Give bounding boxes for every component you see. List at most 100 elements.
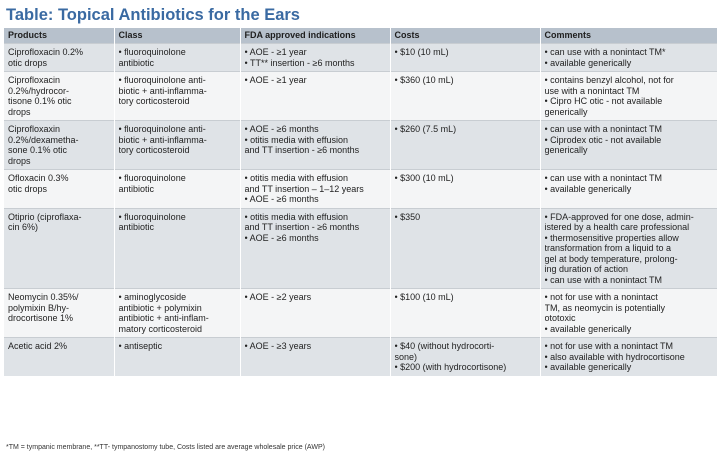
product-line: drocortisone 1%	[8, 313, 74, 323]
comments-cell: • can use with a nonintact TM • Ciprodex …	[539, 120, 717, 170]
class-line: • antiseptic	[118, 341, 163, 351]
comments-cell: • not for use with a nonintact TM • also …	[539, 337, 717, 376]
indications-cell: • otitis media with effusion and TT inser…	[239, 207, 390, 289]
costs-cell: • $350	[389, 207, 540, 289]
indications-line: • AOE - ≥1 year	[244, 75, 307, 85]
indications-line: • otitis media with effusion	[244, 173, 349, 183]
class-line: antibiotic	[118, 57, 155, 68]
class-line: matory corticosteroid	[118, 323, 203, 334]
indications-cell: • AOE - ≥1 year • TT** insertion - ≥6 mon…	[239, 43, 390, 72]
product-line: Acetic acid 2%	[8, 341, 68, 351]
class-line: antibiotic	[118, 222, 155, 232]
table-title: Table: Topical Antibiotics for the Ears	[6, 6, 300, 24]
product-line: polymixin B/hy-	[8, 302, 70, 313]
costs-line: • $300 (10 mL)	[394, 173, 454, 183]
product-cell: Ofloxacin 0.3% otic drops	[4, 169, 114, 208]
class-cell: • aminoglycoside antibiotic + polymixin an…	[113, 288, 240, 338]
comments-cell: • contains benzyl alcohol, not for use wi…	[539, 71, 717, 121]
comments-line: istered by a health care professional	[544, 222, 690, 232]
column-header-class: Class	[113, 28, 240, 44]
comments-cell: • can use with a nonintact TM • available…	[539, 169, 717, 208]
costs-line: • $350	[394, 211, 421, 222]
column-header-indications: FDA approved indications	[239, 28, 390, 44]
product-line: Otiprio (ciproflaxa-	[8, 211, 82, 222]
comments-line: • not for use with a nonintact	[544, 292, 658, 302]
class-line: antibiotic + polymixin	[118, 302, 202, 313]
column-header-costs: Costs	[389, 28, 540, 44]
table-row: Neomycin 0.35%/polymixin B/hy-drocortiso…	[4, 288, 717, 338]
product-line: otic drops	[8, 57, 48, 68]
costs-line: • $260 (7.5 mL)	[394, 124, 457, 134]
comments-cell: • FDA-approved for one dose, admin-ister…	[539, 207, 717, 289]
indications-line: and TT insertion - ≥6 months	[244, 145, 360, 155]
comments-cell: • not for use with a nonintact TM, as neo…	[539, 288, 717, 338]
class-line: tory corticosteroid	[118, 145, 190, 155]
class-line: • fluoroquinolone anti-	[118, 75, 206, 85]
class-line: • fluoroquinolone	[118, 173, 186, 183]
product-cell: Otiprio (ciproflaxa-cin 6%)	[4, 207, 114, 289]
indications-cell: • AOE - ≥1 year	[239, 71, 390, 121]
class-line: antibiotic + anti-inflam-	[118, 313, 209, 323]
product-cell: Neomycin 0.35%/polymixin B/hy-drocortiso…	[4, 288, 114, 338]
class-cell: • fluoroquinolone anti-biotic + anti-inf…	[113, 120, 240, 170]
table-row: Ciprofloxacin 0.2%/hydrocor-tisone 0.1% o…	[4, 71, 717, 121]
table-footnote: *TM = tympanic membrane, **TT- tympanost…	[6, 444, 325, 451]
comments-cell: • can use with a nonintact TM* • availabl…	[539, 43, 717, 72]
comments-line: • thermosensitive properties allow	[544, 232, 679, 243]
comments-line: use with a nonintact TM	[544, 85, 640, 96]
indications-line: • AOE - ≥6 months	[244, 194, 319, 204]
product-cell: Ciprofloxacin 0.2% otic drops	[4, 43, 114, 72]
class-line: antibiotic	[118, 183, 155, 194]
comments-line: gel at body temperature, prolong-	[544, 253, 678, 264]
indications-line: • AOE - ≥6 months	[244, 232, 319, 243]
antibiotics-table: Products Class FDA approved indications …	[4, 28, 717, 376]
product-line: tisone 0.1% otic	[8, 96, 72, 106]
product-line: Ciprofloxacin 0.2%	[8, 47, 84, 57]
comments-line: • also available with hydrocortisone	[544, 351, 685, 362]
indications-line: • AOE - ≥3 years	[244, 341, 312, 351]
comments-line: • can use with a nonintact TM*	[544, 47, 666, 57]
indications-cell: • AOE - ≥3 years	[239, 337, 390, 376]
indications-line: • AOE - ≥6 months	[244, 124, 319, 134]
product-line: Neomycin 0.35%/	[8, 292, 79, 302]
comments-line: • available generically	[544, 57, 632, 68]
comments-line: • available generically	[544, 183, 632, 194]
class-line: tory corticosteroid	[118, 96, 190, 106]
comments-line: TM, as neomycin is potentially	[544, 302, 666, 313]
column-header-products: Products	[4, 28, 114, 44]
class-cell: • fluoroquinolone antibiotic	[113, 207, 240, 289]
class-line: • fluoroquinolone	[118, 211, 186, 222]
comments-line: • available generically	[544, 323, 632, 334]
indications-line: • otitis media with effusion	[244, 211, 349, 222]
comments-line: • can use with a nonintact TM	[544, 274, 663, 285]
comments-line: generically	[544, 145, 588, 155]
costs-cell: • $360 (10 mL)	[389, 71, 540, 121]
comments-line: • contains benzyl alcohol, not for	[544, 75, 674, 85]
product-line: drops	[8, 155, 31, 166]
table-row: Ofloxacin 0.3% otic drops • fluoroquinolon…	[4, 169, 717, 208]
comments-line: • not for use with a nonintact TM	[544, 341, 674, 351]
indications-cell: • AOE - ≥6 months • otitis media with eff…	[239, 120, 390, 170]
header-row: Products Class FDA approved indications …	[4, 28, 717, 44]
costs-cell: • $260 (7.5 mL)	[389, 120, 540, 170]
costs-line: • $10 (10 mL)	[394, 47, 449, 57]
costs-line: • $40 (without hydrocorti-	[394, 341, 495, 351]
costs-line: • $100 (10 mL)	[394, 292, 454, 302]
product-line: Ciprofloxaxin	[8, 124, 61, 134]
product-line: sone 0.1% otic	[8, 145, 68, 155]
comments-line: • Ciprodex otic - not available	[544, 134, 662, 145]
product-line: otic drops	[8, 183, 48, 194]
class-line: • aminoglycoside	[118, 292, 187, 302]
comments-line: • available generically	[544, 362, 632, 372]
class-line: • fluoroquinolone anti-	[118, 124, 206, 134]
class-cell: • fluoroquinolone antibiotic	[113, 43, 240, 72]
costs-line: • $200 (with hydrocortisone)	[394, 362, 507, 372]
indications-line: • AOE - ≥1 year	[244, 47, 307, 57]
comments-line: ing duration of action	[544, 264, 629, 274]
comments-line: ototoxic	[544, 313, 576, 323]
product-line: 0.2%/hydrocor-	[8, 85, 70, 96]
table-body: Ciprofloxacin 0.2% otic drops • fluoroquin…	[4, 43, 717, 376]
class-line: • fluoroquinolone	[118, 47, 186, 57]
indications-line: • AOE - ≥2 years	[244, 292, 312, 302]
